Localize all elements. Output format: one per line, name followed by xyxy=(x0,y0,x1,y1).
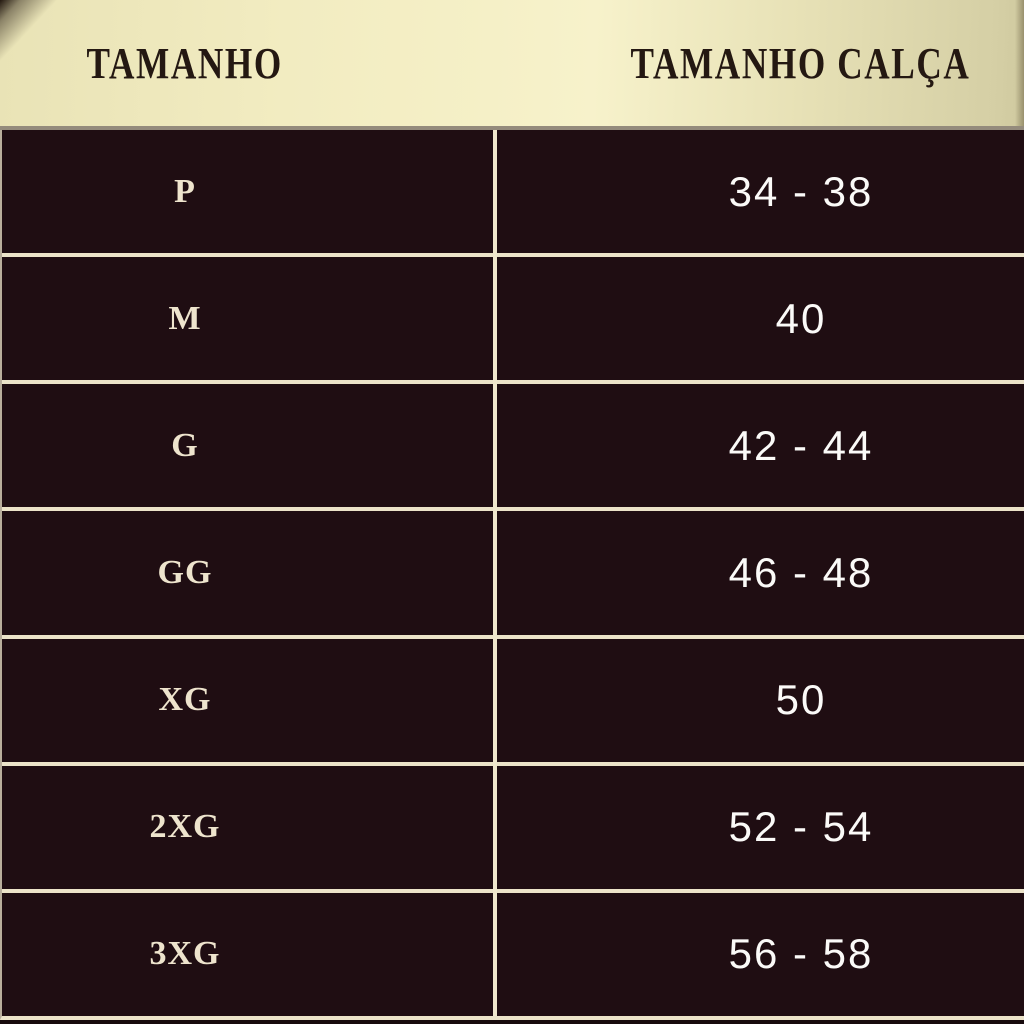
size-value: P xyxy=(174,172,196,210)
pants-size-value: 34 - 38 xyxy=(728,167,874,215)
table-row: GG 46 - 48 xyxy=(2,507,1024,634)
table-row: G 42 - 44 xyxy=(2,380,1024,507)
size-value: XG xyxy=(158,681,212,719)
table-row: P 34 - 38 xyxy=(2,130,1024,253)
table-body: P 34 - 38 M 40 G 42 - 44 GG xyxy=(0,130,1024,1020)
size-cell: GG xyxy=(2,511,494,634)
pants-size-cell: 46 - 48 xyxy=(494,511,1024,634)
pants-size-cell: 34 - 38 xyxy=(494,130,1024,253)
size-value: GG xyxy=(157,553,213,591)
table-row: 3XG 56 - 58 xyxy=(2,888,1024,1016)
pants-size-value: 56 - 58 xyxy=(728,930,874,978)
table-row: M 40 xyxy=(2,253,1024,380)
pants-size-value: 42 - 44 xyxy=(728,421,874,469)
pants-size-cell: 50 xyxy=(494,639,1024,762)
size-cell: P xyxy=(2,130,494,253)
size-cell: XG xyxy=(2,639,494,762)
table-row: 2XG 52 - 54 xyxy=(2,761,1024,889)
header-cell-tamanho: TAMANHO xyxy=(0,0,493,126)
header-label-tamanho-calca: TAMANHO CALÇA xyxy=(630,38,971,88)
size-cell: 2XG xyxy=(2,766,494,889)
pants-size-value: 52 - 54 xyxy=(728,803,874,851)
pants-size-cell: 40 xyxy=(494,257,1024,380)
pants-size-cell: 52 - 54 xyxy=(494,766,1024,889)
size-cell: G xyxy=(2,384,494,507)
header-cell-tamanho-calca: TAMANHO CALÇA xyxy=(493,0,1024,126)
size-value: 3XG xyxy=(149,935,221,973)
pants-size-value: 50 xyxy=(775,676,827,724)
pants-size-cell: 42 - 44 xyxy=(494,384,1024,507)
size-value: G xyxy=(171,426,199,464)
column-divider xyxy=(493,130,497,1016)
table-row: XG 50 xyxy=(2,634,1024,762)
pants-size-cell: 56 - 58 xyxy=(494,893,1024,1016)
size-cell: M xyxy=(2,257,494,380)
header-label-tamanho: TAMANHO xyxy=(86,38,283,88)
pants-size-value: 40 xyxy=(775,294,827,342)
size-value: 2XG xyxy=(149,808,221,846)
size-value: M xyxy=(168,299,202,337)
size-cell: 3XG xyxy=(2,893,494,1016)
pants-size-value: 46 - 48 xyxy=(728,548,874,596)
bottom-edge-strip xyxy=(0,1020,1024,1024)
table-header-row: TAMANHO TAMANHO CALÇA xyxy=(0,0,1024,130)
